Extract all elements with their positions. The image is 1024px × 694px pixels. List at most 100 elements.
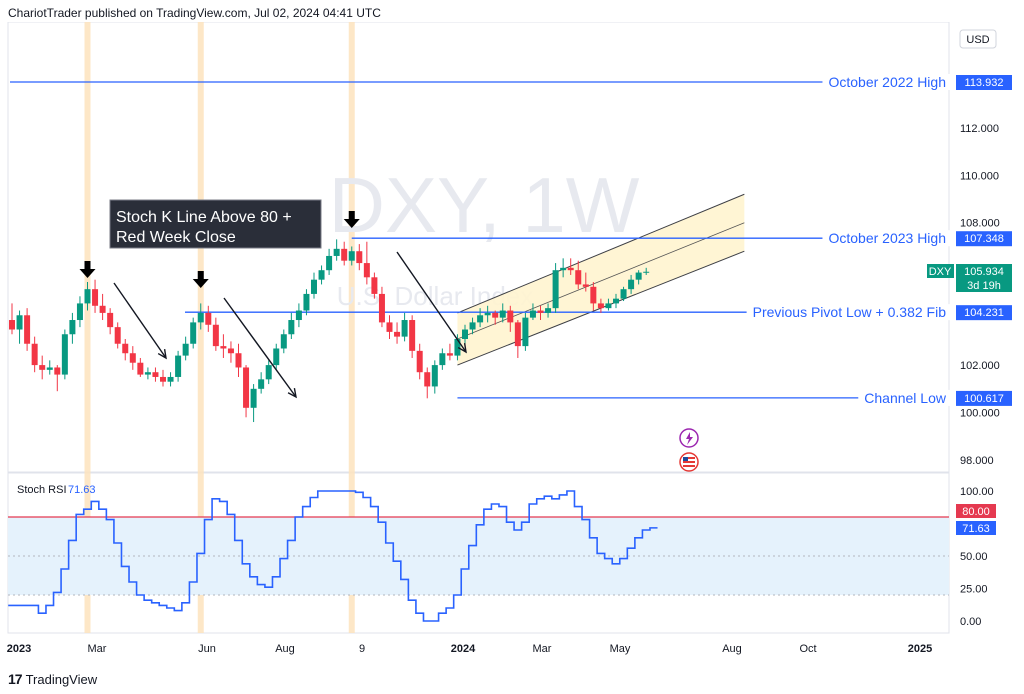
candle: [144, 367, 151, 380]
candle: [567, 258, 574, 275]
price-axis[interactable]: USD 112.000 110.000 108.000 102.000 100.000 9…: [959, 29, 1000, 467]
level-price-value: 100.617: [964, 393, 1004, 405]
candle-body: [416, 350, 423, 373]
candle: [333, 239, 340, 261]
candle-body: [605, 303, 612, 309]
down-arrow-icon: [192, 271, 209, 288]
candle-body: [590, 286, 597, 304]
candle-body: [545, 308, 552, 313]
candle: [522, 312, 529, 351]
annotation-arrows: [79, 211, 467, 399]
candle-body: [326, 255, 333, 271]
tradingview-logo-text: TradingView: [25, 671, 98, 687]
annotation-box[interactable]: Stoch K Line Above 80 + Red Week Close: [109, 199, 322, 249]
lightning-event-icon[interactable]: [679, 428, 699, 448]
price-tick-label: 112.000: [960, 123, 999, 135]
candle: [227, 341, 234, 363]
symbol-watermark: DXY, 1W: [329, 161, 640, 249]
candle-body: [431, 365, 438, 387]
highlight-band: [348, 22, 355, 633]
price-tick-label: 102.000: [960, 360, 1000, 372]
candle: [16, 310, 23, 344]
candle: [92, 279, 99, 313]
candle: [575, 260, 582, 290]
candle: [424, 367, 431, 399]
candle-body: [499, 310, 506, 318]
candle: [560, 258, 567, 278]
candle-body: [54, 367, 61, 375]
candle-body: [620, 289, 627, 299]
candle: [273, 343, 280, 370]
candle: [129, 346, 136, 370]
candle: [288, 312, 295, 339]
level-label-bg: [822, 230, 950, 247]
channel-upper-line: [457, 193, 745, 314]
level-label: October 2023 High: [828, 230, 946, 246]
candle: [258, 372, 265, 394]
candle: [371, 272, 378, 299]
level-label-bg: [858, 389, 951, 406]
candle-body: [394, 331, 401, 337]
candle-body: [597, 303, 604, 309]
candle: [46, 360, 53, 375]
candle: [160, 369, 166, 387]
candle: [401, 312, 408, 342]
trend-arrow-line: [223, 297, 297, 398]
candle-body: [152, 372, 159, 377]
candle: [439, 348, 446, 370]
annotation-line-2: Red Week Close: [116, 229, 236, 246]
candle-body: [575, 270, 582, 285]
candle: [635, 270, 642, 285]
time-tick-label: Aug: [275, 643, 295, 655]
candle-body: [190, 322, 197, 344]
stoch-tick-label: 50.00: [960, 551, 988, 563]
tradingview-logo[interactable]: 17 TradingView: [8, 671, 97, 687]
horizontal-levels: October 2022 High October 2023 High Previo…: [10, 74, 951, 406]
level-price-value: 107.348: [964, 233, 1004, 245]
stoch-axis[interactable]: 100.00 50.00 25.00 0.00: [960, 486, 994, 628]
time-tick-label: Mar: [88, 643, 107, 655]
candle: [303, 289, 310, 316]
time-tick-label: May: [610, 643, 631, 655]
candle-body: [567, 267, 574, 271]
time-tick-label: Mar: [533, 643, 552, 655]
time-axis[interactable]: 2023 Mar Jun Aug 9 2024 Mar May Aug Oct 2025: [7, 643, 932, 655]
candle: [386, 315, 393, 339]
candle-body: [560, 267, 567, 271]
us-flag-event-icon[interactable]: [679, 452, 699, 472]
level-label-bg: [746, 304, 951, 321]
candle: [378, 286, 385, 328]
candle: [175, 350, 182, 382]
candle: [469, 317, 476, 335]
candle-body: [31, 343, 38, 366]
candle: [69, 312, 76, 344]
candle-body: [212, 324, 219, 347]
level-price-value: 104.231: [964, 307, 1004, 319]
candle-body: [137, 362, 144, 375]
candle-body: [265, 365, 272, 380]
level-label-bg: [822, 74, 950, 90]
stoch-value-tag: 71.63: [956, 521, 996, 535]
candle-body: [84, 289, 91, 304]
candle-body: [69, 320, 76, 335]
candle: [613, 293, 619, 309]
candle-body: [424, 372, 431, 387]
level-label: Previous Pivot Low + 0.382 Fib: [753, 304, 947, 320]
candle: [499, 303, 506, 323]
stoch-tick-label: 0.00: [960, 616, 981, 628]
level-price-tags: 113.932 107.348 104.231 100.617: [956, 75, 1012, 406]
candle-body: [613, 298, 619, 304]
candle-body: [446, 353, 453, 356]
level-label: October 2022 High: [828, 74, 946, 90]
candle-body: [439, 353, 446, 366]
candle: [197, 303, 204, 330]
candle-body: [258, 379, 265, 389]
channel-fill: [457, 194, 745, 366]
candle: [545, 303, 552, 318]
candle: [235, 343, 242, 377]
level-price-tag: [956, 305, 1012, 321]
last-price-countdown: 3d 19h: [967, 280, 1001, 292]
candle: [492, 310, 499, 325]
candle: [529, 303, 536, 321]
candle: [54, 365, 61, 392]
